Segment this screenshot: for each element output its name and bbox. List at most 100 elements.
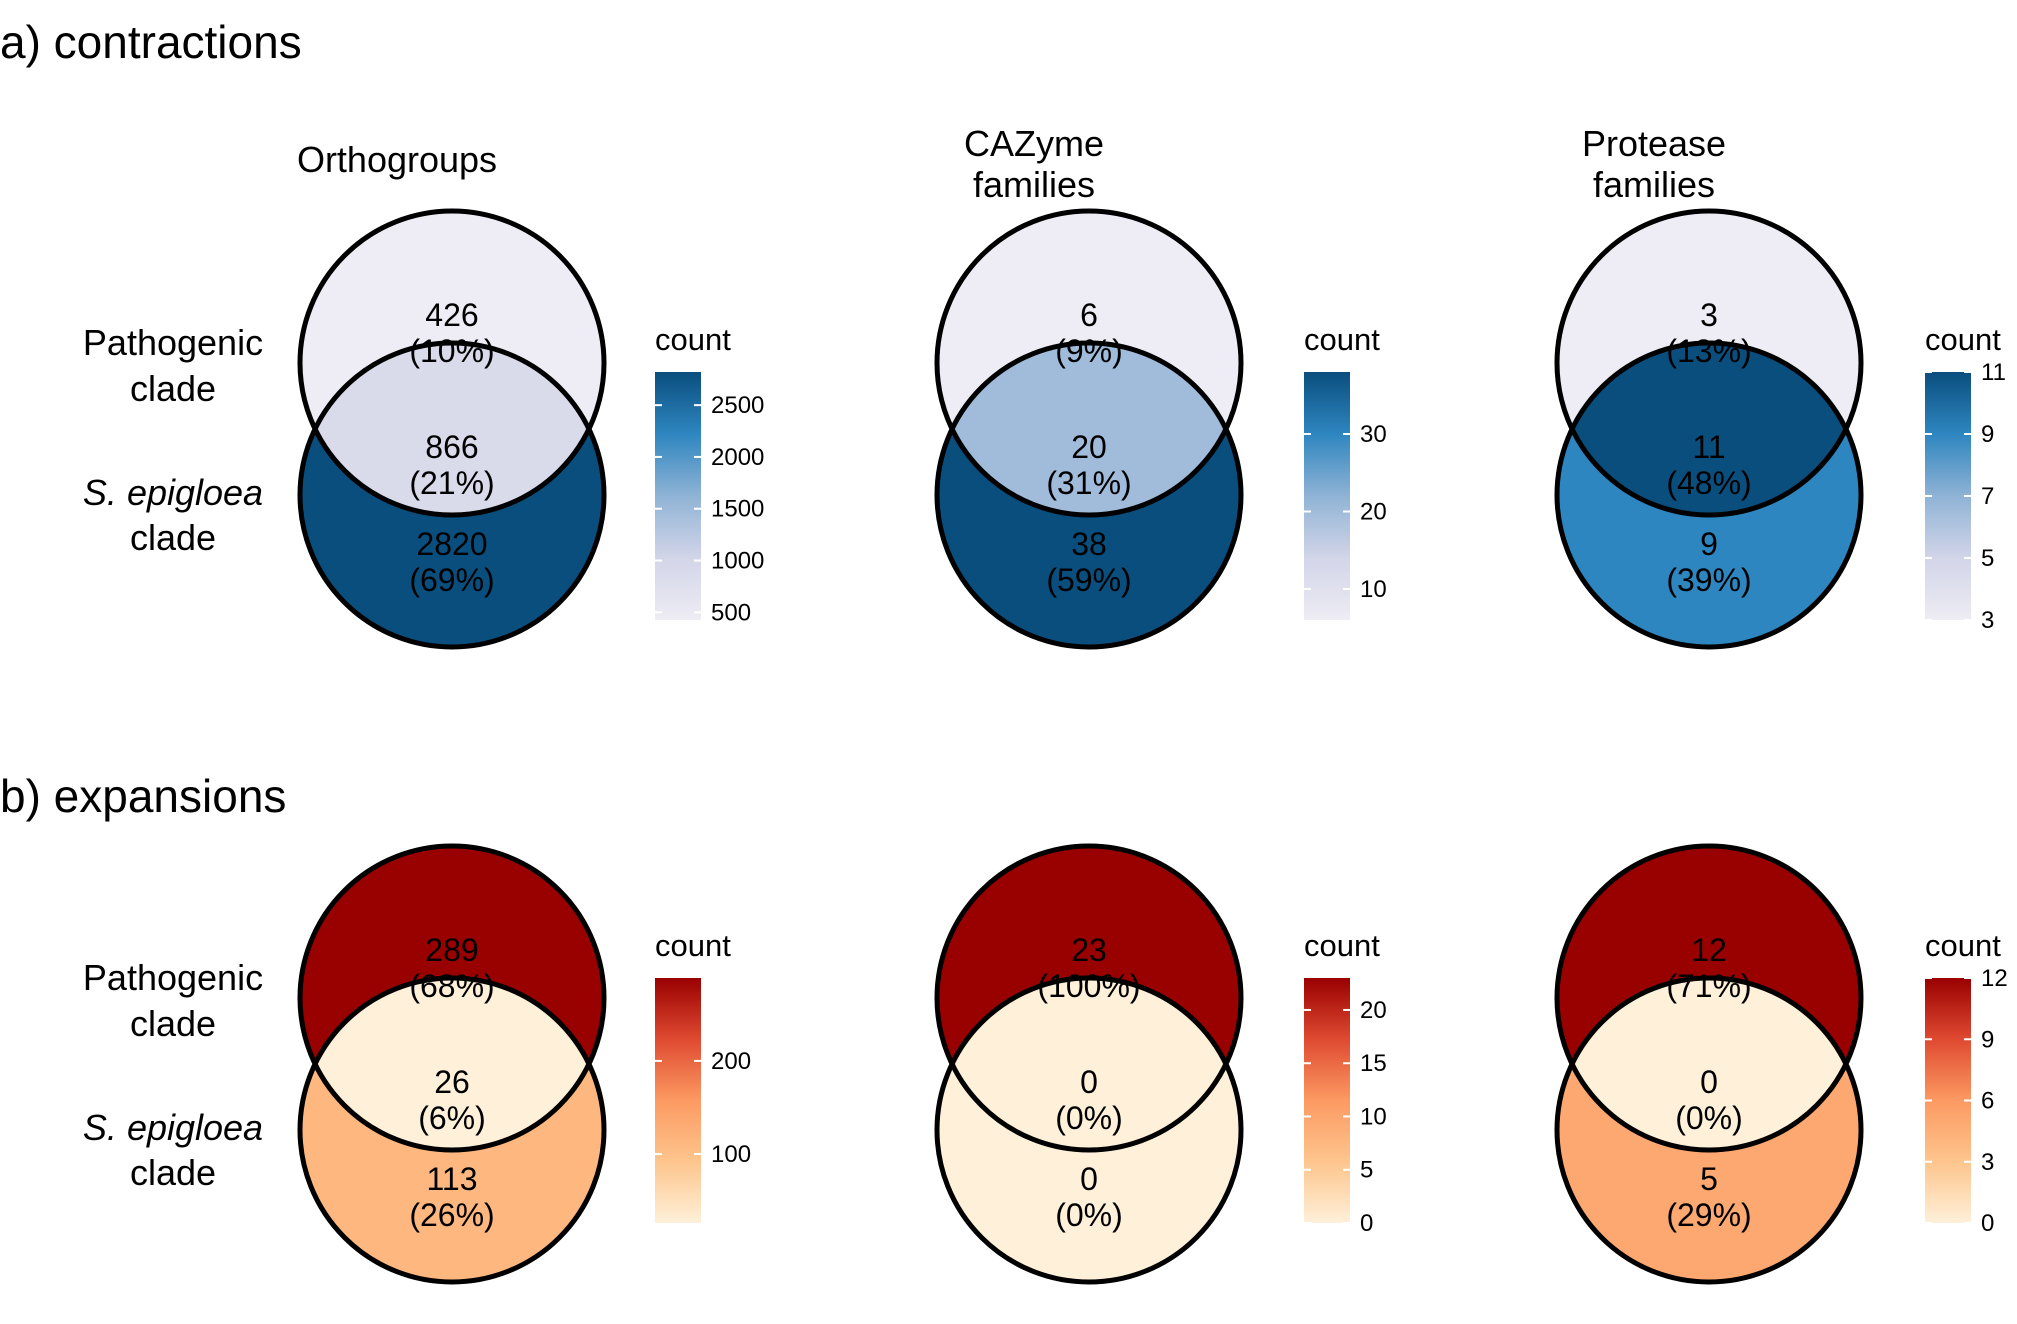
venn-outline-epigloea: [297, 975, 607, 1285]
venn-percent-label: (26%): [409, 1197, 494, 1233]
legend-title: count: [655, 928, 731, 963]
venn-outline-pathogenic: [934, 843, 1244, 1153]
venn-region-intersection: [937, 343, 1241, 515]
venn-count-label: 426: [425, 297, 478, 333]
legend-tick-label: 100: [711, 1141, 751, 1168]
legend-tick-label: 2000: [711, 444, 764, 471]
venn-region-intersection: [300, 343, 604, 515]
section-title: a) contractions: [0, 16, 302, 68]
legend: count 0 3 6 9 12: [1925, 928, 2008, 1237]
venn-outline-epigloea: [1554, 975, 1864, 1285]
legend-tick-label: 11: [1981, 359, 2006, 386]
venn-count-label: 866: [425, 429, 478, 465]
legend-title: count: [655, 322, 731, 357]
column-title: families: [1593, 164, 1715, 205]
venn-percent-label: (39%): [1666, 562, 1751, 598]
legend-tick-label: 1500: [711, 496, 764, 523]
venn-percent-label: (71%): [1666, 968, 1751, 1004]
legend: count 3 5 7 9 11: [1925, 322, 2006, 634]
row-label-pathogenic: Pathogenic: [83, 957, 263, 998]
legend-tick-label: 20: [1360, 997, 1387, 1024]
panels-layer: 426(10%)866(21%)2820(69%)count5001000150…: [297, 208, 2008, 1285]
legend-tick-label: 3: [1981, 1149, 1994, 1176]
venn-region-intersection: [937, 978, 1241, 1150]
venn-count-label: 113: [426, 1161, 477, 1197]
venn-count-label: 5: [1700, 1161, 1718, 1197]
venn-count-label: 20: [1071, 429, 1107, 465]
venn-percent-label: (59%): [1046, 562, 1131, 598]
venn-outline-pathogenic: [297, 843, 607, 1153]
legend-tick-label: 12: [1981, 965, 2008, 992]
legend-colorbar: [1304, 978, 1350, 1223]
venn-percent-label: (100%): [1037, 968, 1140, 1004]
venn-percent-label: (13%): [1666, 333, 1751, 369]
venn-outline-epigloea: [1554, 340, 1864, 650]
legend-tick-label: 6: [1981, 1088, 1994, 1115]
venn-panel: 289(68%) 26(6%) 113(26%) count 100 200: [297, 843, 751, 1285]
venn-count-label: 0: [1700, 1064, 1718, 1100]
row-label-pathogenic: clade: [130, 1003, 216, 1044]
venn-count-label: 6: [1080, 297, 1098, 333]
legend-tick-label: 9: [1981, 421, 1994, 448]
venn-count-label: 3: [1700, 297, 1718, 333]
venn-percent-label: (29%): [1666, 1197, 1751, 1233]
legend-tick-label: 15: [1360, 1050, 1387, 1077]
legend-tick-label: 7: [1981, 483, 1994, 510]
legend-tick-label: 200: [711, 1048, 751, 1075]
legend-colorbar: [1925, 372, 1971, 620]
column-title: families: [973, 164, 1095, 205]
legend-tick-label: 10: [1360, 576, 1387, 603]
section-title: b) expansions: [0, 770, 286, 822]
venn-outline-pathogenic: [934, 208, 1244, 518]
venn-outline-epigloea: [934, 975, 1244, 1285]
venn-count-label: 38: [1071, 526, 1107, 562]
venn-count-label: 23: [1071, 932, 1107, 968]
legend-tick-label: 5: [1360, 1157, 1373, 1184]
row-label-epigloea: S. epigloea: [83, 1107, 263, 1148]
venn-count-label: 289: [425, 932, 478, 968]
legend-tick-label: 10: [1360, 1103, 1387, 1130]
venn-percent-label: (69%): [409, 562, 494, 598]
venn-percent-label: (21%): [409, 465, 494, 501]
venn-outline-epigloea: [934, 340, 1244, 650]
legend-colorbar: [655, 978, 701, 1223]
venn-outline-pathogenic: [1554, 208, 1864, 518]
venn-percent-label: (48%): [1666, 465, 1751, 501]
legend-title: count: [1304, 322, 1380, 357]
venn-region-intersection: [1557, 978, 1861, 1150]
row-label-epigloea: clade: [130, 517, 216, 558]
legend-tick-label: 3: [1981, 607, 1994, 634]
venn-count-label: 9: [1700, 526, 1718, 562]
venn-count-label: 0: [1080, 1161, 1098, 1197]
venn-count-label: 11: [1692, 429, 1725, 465]
venn-count-label: 2820: [416, 526, 487, 562]
venn-count-label: 12: [1691, 932, 1727, 968]
titles-layer: a) contractions b) expansions Orthogroups C…: [0, 16, 1726, 1193]
venn-outline-epigloea: [297, 340, 607, 650]
venn-region-intersection: [1557, 343, 1861, 515]
legend: count 10 20 30: [1304, 322, 1387, 620]
legend: count 0 5 10 15 20: [1304, 928, 1387, 1237]
venn-percent-label: (9%): [1055, 333, 1123, 369]
venn-percent-label: (6%): [418, 1100, 486, 1136]
row-label-pathogenic: clade: [130, 368, 216, 409]
legend-colorbar: [1925, 978, 1971, 1223]
venn-percent-label: (0%): [1055, 1100, 1123, 1136]
row-label-epigloea: clade: [130, 1152, 216, 1193]
row-label-pathogenic: Pathogenic: [83, 322, 263, 363]
venn-percent-label: (0%): [1055, 1197, 1123, 1233]
legend-tick-label: 0: [1360, 1210, 1373, 1237]
legend-colorbar: [655, 372, 701, 620]
legend-tick-label: 2500: [711, 392, 764, 419]
legend-tick-label: 20: [1360, 499, 1387, 526]
venn-region-intersection: [300, 978, 604, 1150]
legend-tick-label: 1000: [711, 548, 764, 575]
legend: count 100 200: [655, 928, 751, 1223]
column-title: Protease: [1582, 123, 1726, 164]
venn-outline-pathogenic: [297, 208, 607, 518]
